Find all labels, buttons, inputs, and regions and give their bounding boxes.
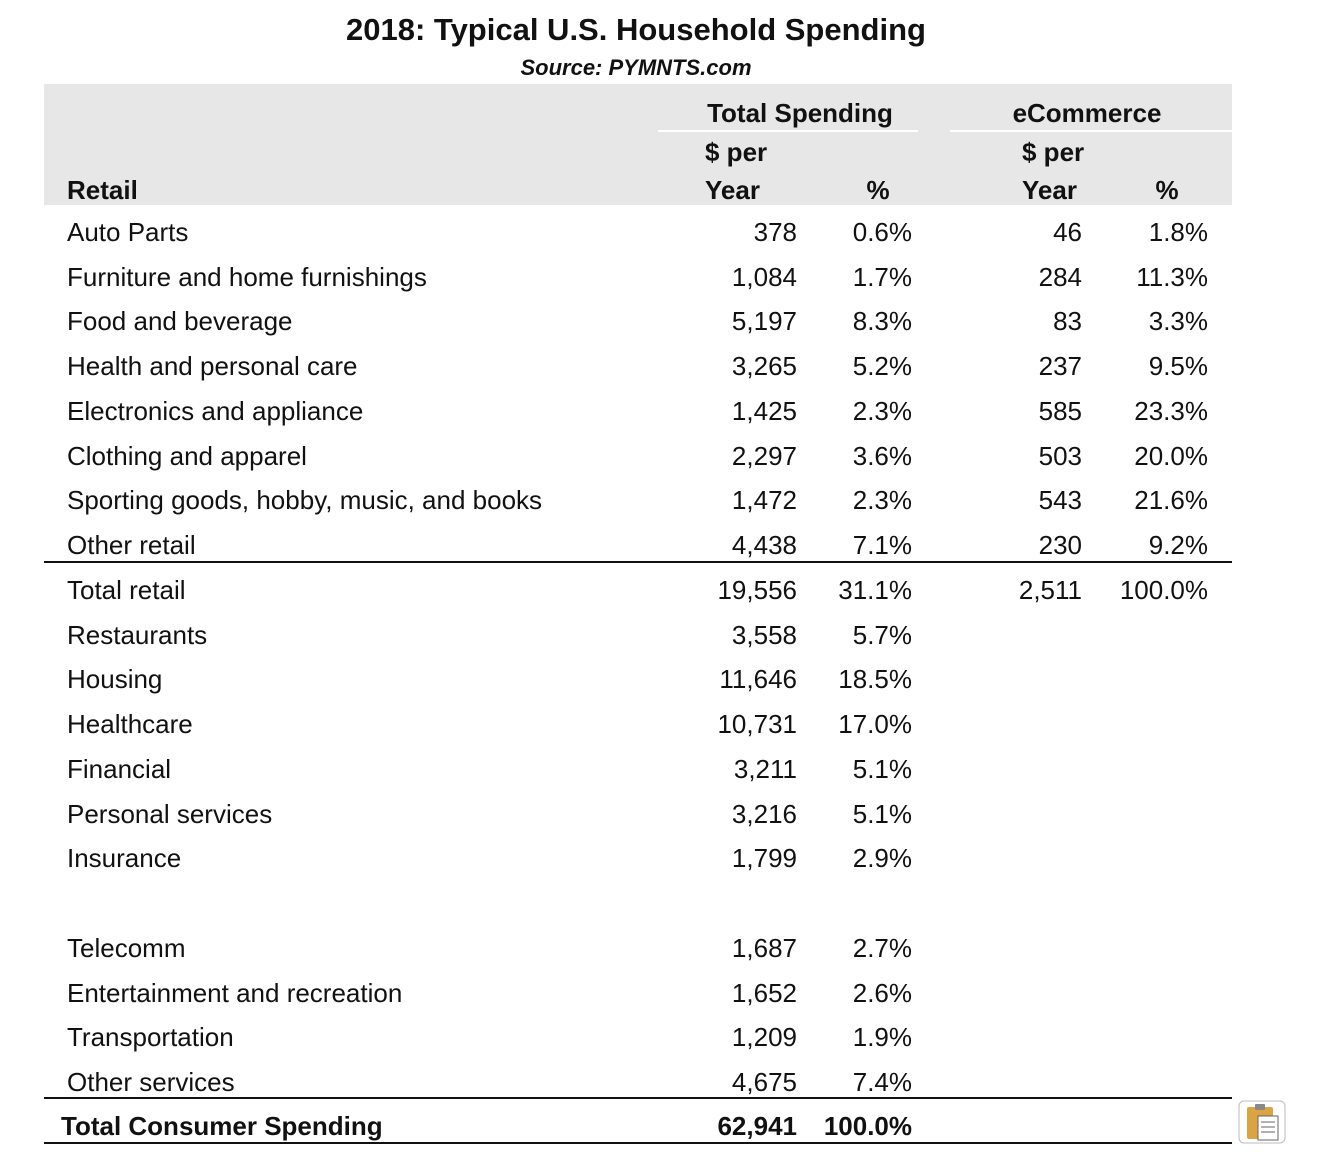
cell-value: 1,472	[731, 485, 797, 516]
cell-value: 230	[1038, 529, 1082, 560]
cell-value: 1,799	[731, 843, 797, 874]
cell-value: 2.3%	[852, 485, 912, 516]
cell-value: 7.4%	[852, 1067, 912, 1098]
cell-value: 378	[753, 217, 797, 247]
cell-value: 1,084	[731, 261, 797, 292]
row-label: Housing	[67, 664, 163, 695]
cell-value: 8.3%	[852, 306, 912, 337]
cell-value: 9.5%	[1148, 351, 1208, 382]
row-header: Retail	[67, 175, 138, 205]
cell-value: 100.0%	[823, 1111, 912, 1141]
cell-value: 5.1%	[852, 798, 912, 829]
row-label: Restaurants	[67, 619, 208, 650]
cell-value: 11,646	[719, 664, 797, 695]
row-label: Clothing and apparel	[67, 440, 307, 471]
cell-value: 3.6%	[852, 440, 912, 471]
cell-value: 1.8%	[1148, 217, 1208, 247]
cell-value: 1.9%	[852, 1022, 912, 1053]
row-label: Total Consumer Spending	[61, 1111, 383, 1141]
group-header: eCommerce	[1012, 98, 1162, 128]
row-label: Electronics and appliance	[67, 395, 364, 426]
cell-value: 585	[1038, 395, 1082, 426]
cell-value: 3,558	[731, 619, 797, 650]
cell-value: 9.2%	[1148, 529, 1208, 560]
row-label: Food and beverage	[67, 306, 293, 337]
cell-value: 2.7%	[852, 933, 912, 963]
cell-value: 23.3%	[1134, 395, 1208, 426]
header-background	[44, 84, 1232, 205]
cell-value: 7.1%	[852, 529, 912, 560]
source: Source: PYMNTS.com	[520, 55, 752, 80]
row-label: Transportation	[67, 1022, 234, 1053]
cell-value: 11.3%	[1136, 261, 1208, 292]
cell-value: 5,197	[731, 306, 797, 337]
row-label: Healthcare	[67, 709, 193, 740]
row-label: Personal services	[67, 798, 273, 829]
row-label: Financial	[67, 753, 172, 784]
cell-value: 2,297	[731, 440, 797, 471]
clipboard-icon[interactable]	[1238, 1100, 1286, 1144]
header-divider	[950, 130, 1232, 132]
cell-value: 83	[1053, 306, 1082, 337]
row-label: Other services	[67, 1067, 235, 1098]
cell-value: 284	[1038, 261, 1082, 292]
cell-value: 3,211	[733, 753, 797, 784]
row-label: Health and personal care	[67, 351, 358, 382]
cell-value: 18.5%	[838, 664, 912, 695]
cell-value: 1,425	[731, 395, 797, 426]
cell-value: 1,209	[731, 1022, 797, 1053]
cell-value: 2.6%	[852, 977, 912, 1008]
cell-value: 503	[1038, 440, 1082, 471]
group-header: Total Spending	[707, 98, 893, 128]
rule	[44, 1097, 1232, 1099]
row-label: Telecomm	[67, 933, 186, 963]
cell-value: 20.0%	[1134, 440, 1208, 471]
column-header: %	[1155, 175, 1179, 205]
cell-value: 4,438	[731, 529, 797, 560]
cell-value: 237	[1038, 351, 1082, 382]
cell-value: 2.9%	[852, 843, 912, 874]
cell-value: 1,652	[731, 977, 797, 1008]
cell-value: 10,731	[717, 709, 797, 740]
cell-value: 4,675	[731, 1067, 797, 1098]
cell-value: 5.1%	[852, 753, 912, 784]
cell-value: 31.1%	[838, 575, 912, 605]
cell-value: 62,941	[717, 1111, 797, 1141]
column-header: $ per Year	[1022, 137, 1085, 205]
column-header: $ per Year	[705, 137, 768, 205]
cell-value: 46	[1053, 217, 1082, 247]
cell-value: 1,687	[731, 933, 797, 963]
cell-value: 2,511	[1018, 575, 1082, 605]
cell-value: 17.0%	[838, 709, 912, 740]
row-label: Sporting goods, hobby, music, and books	[67, 485, 543, 516]
cell-value: 100.0%	[1119, 575, 1208, 605]
row-label: Entertainment and recreation	[67, 977, 403, 1008]
cell-value: 543	[1038, 485, 1082, 516]
row-label: Furniture and home furnishings	[67, 261, 427, 292]
cell-value: 21.6%	[1134, 485, 1208, 516]
rule	[44, 1142, 1232, 1144]
cell-value: 2.3%	[852, 395, 912, 426]
row-label: Insurance	[67, 843, 182, 874]
row-label: Auto Parts	[67, 217, 189, 247]
header-divider	[658, 130, 918, 132]
cell-value: 3.3%	[1148, 306, 1208, 337]
cell-value: 5.2%	[852, 351, 912, 382]
cell-value: 3,265	[731, 351, 797, 382]
cell-value: 0.6%	[852, 217, 912, 247]
title: 2018: Typical U.S. Household Spending	[346, 12, 926, 47]
rule	[44, 561, 1232, 563]
cell-value: 5.7%	[852, 619, 912, 650]
row-label: Total retail	[67, 575, 186, 605]
cell-value: 1.7%	[852, 261, 912, 292]
column-header: %	[866, 175, 890, 205]
cell-value: 3,216	[731, 798, 797, 829]
cell-value: 19,556	[717, 575, 797, 605]
row-label: Other retail	[67, 529, 196, 560]
